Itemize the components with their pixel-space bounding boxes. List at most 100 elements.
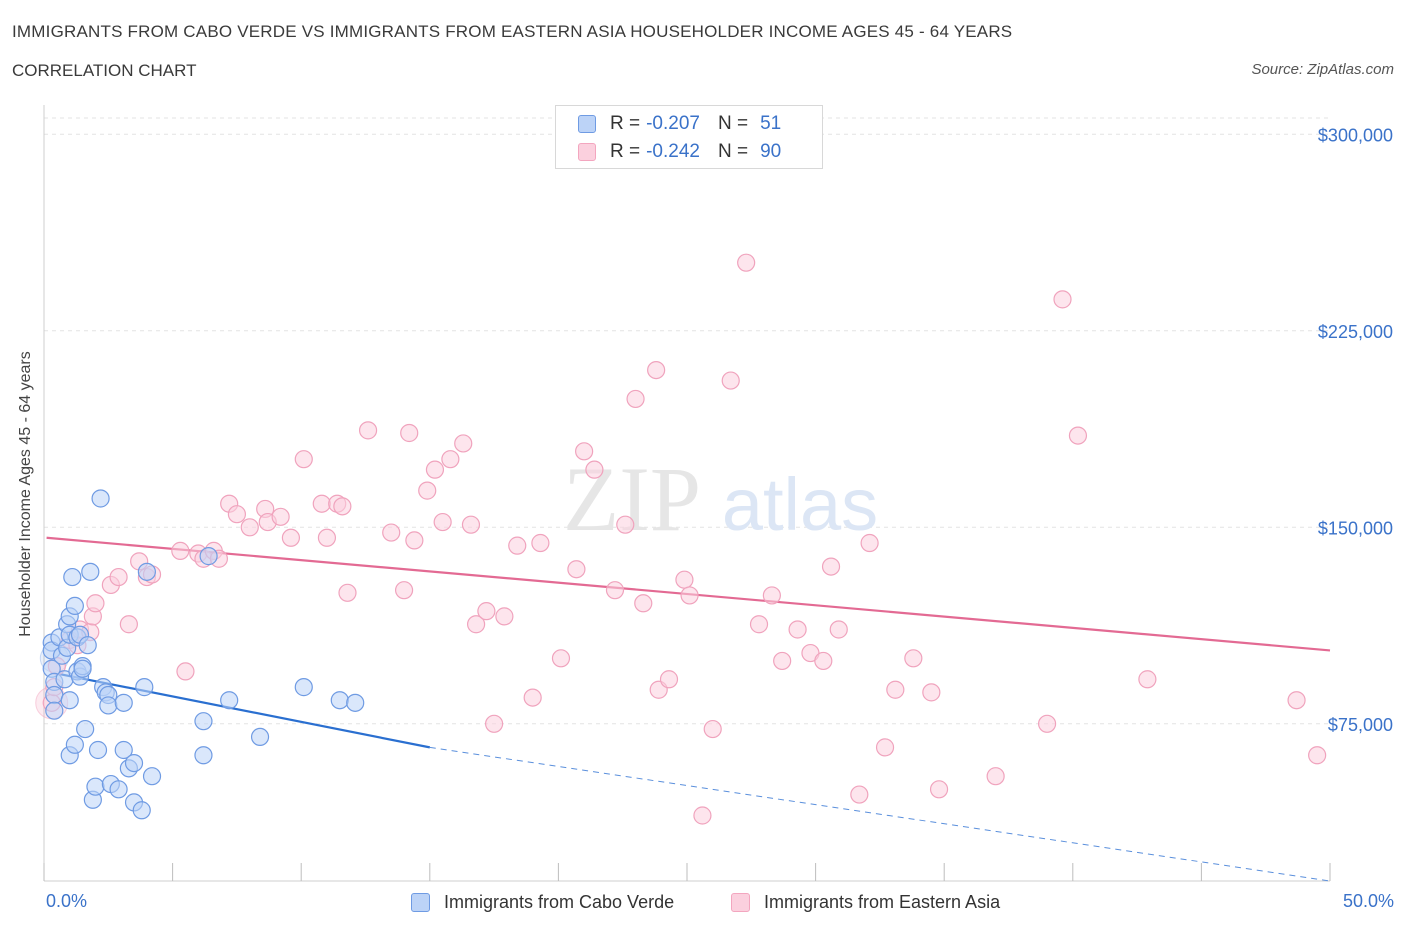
point-eastern-asia (433, 512, 452, 532)
y-tick-label: $225,000 (1318, 322, 1393, 342)
data-points (35, 253, 1327, 825)
point-eastern-asia (605, 581, 625, 600)
point-eastern-asia (531, 533, 550, 553)
point-eastern-asia (616, 515, 635, 534)
legend-swatch-eastern-asia (578, 143, 596, 161)
point-eastern-asia (523, 688, 542, 707)
point-cabo-verde (132, 801, 151, 820)
point-eastern-asia (281, 528, 301, 547)
point-eastern-asia (171, 541, 190, 560)
point-eastern-asia (394, 581, 414, 600)
point-eastern-asia (721, 371, 740, 390)
point-eastern-asia (495, 607, 514, 626)
point-cabo-verde (91, 489, 110, 508)
point-eastern-asia (886, 680, 905, 699)
y-tick-label: $75,000 (1328, 715, 1393, 735)
point-eastern-asia (119, 615, 138, 634)
point-eastern-asia (922, 683, 941, 702)
point-cabo-verde (114, 740, 133, 760)
watermark-zip: ZIP (563, 448, 701, 550)
bottom-legend-label-cabo-verde: Immigrants from Cabo Verde (444, 891, 675, 912)
point-cabo-verde (109, 780, 128, 799)
point-eastern-asia (659, 670, 679, 689)
legend-r-value: -0.242 (646, 141, 700, 162)
legend-swatch-cabo-verde (578, 115, 596, 133)
point-eastern-asia (762, 586, 781, 605)
y-axis-label: Householder Income Ages 45 - 64 years (17, 351, 34, 637)
point-eastern-asia (680, 586, 699, 605)
bottom-legend-label-eastern-asia: Immigrants from Eastern Asia (764, 891, 1001, 912)
point-eastern-asia (929, 780, 949, 799)
trend-line-cabo-verde (59, 672, 431, 749)
point-cabo-verde (45, 701, 64, 720)
point-eastern-asia (317, 528, 337, 547)
point-eastern-asia (1068, 426, 1088, 445)
point-eastern-asia (875, 738, 895, 757)
point-cabo-verde (65, 735, 84, 754)
point-eastern-asia (441, 450, 460, 469)
point-eastern-asia (176, 662, 195, 681)
point-eastern-asia (567, 560, 586, 579)
correlation-legend: R = -0.207 N = 51 R = -0.242 N = 90 (555, 105, 823, 169)
legend-n-value: 90 (760, 141, 782, 162)
point-eastern-asia (647, 361, 666, 380)
legend-r-label: R = (610, 141, 641, 162)
point-cabo-verde (137, 562, 156, 581)
point-eastern-asia (821, 557, 841, 576)
y-tick-labels: $75,000 $150,000 $225,000 $300,000 (1318, 125, 1393, 735)
point-eastern-asia (485, 714, 504, 733)
bottom-legend-cabo-verde: Immigrants from Cabo Verde (411, 889, 674, 915)
point-eastern-asia (703, 719, 722, 739)
point-cabo-verde (99, 696, 118, 715)
bottom-legend-eastern-asia: Immigrants from Eastern Asia (731, 889, 1000, 915)
point-eastern-asia (1037, 714, 1057, 733)
point-cabo-verde (86, 777, 105, 796)
point-eastern-asia (271, 507, 290, 526)
point-cabo-verde (76, 719, 95, 739)
point-eastern-asia (425, 460, 445, 479)
point-eastern-asia (461, 515, 481, 534)
point-eastern-asia (1053, 290, 1072, 309)
point-eastern-asia (466, 615, 486, 634)
point-eastern-asia (1287, 691, 1306, 710)
point-eastern-asia (788, 620, 807, 639)
point-cabo-verde (194, 746, 213, 765)
point-eastern-asia (904, 649, 923, 668)
point-eastern-asia (986, 767, 1005, 786)
point-eastern-asia (109, 567, 128, 587)
point-eastern-asia (1308, 746, 1327, 765)
legend-r-value: -0.207 (646, 113, 700, 134)
point-eastern-asia (312, 494, 331, 513)
source-credit: Source: ZipAtlas.com (1251, 61, 1394, 78)
point-cabo-verde (194, 712, 213, 731)
point-eastern-asia (860, 533, 879, 553)
point-eastern-asia (333, 497, 352, 516)
bottom-legend-swatch-eastern-asia (731, 892, 750, 912)
point-eastern-asia (477, 602, 496, 621)
point-cabo-verde (73, 659, 92, 678)
chart-subtitle: CORRELATION CHART (12, 61, 197, 80)
legend-n-label: N = (717, 113, 749, 134)
point-cabo-verde (220, 691, 239, 710)
point-cabo-verde (88, 740, 108, 760)
point-eastern-asia (814, 651, 833, 671)
legend-n-label: N = (717, 141, 749, 162)
bottom-legend-swatch-cabo-verde (411, 892, 430, 912)
point-eastern-asia (829, 620, 848, 639)
point-cabo-verde (78, 636, 97, 655)
legend-r-label: R = (610, 113, 641, 134)
point-eastern-asia (358, 421, 378, 440)
point-cabo-verde (60, 691, 79, 710)
point-cabo-verde (142, 767, 162, 786)
point-cabo-verde (114, 693, 133, 712)
point-cabo-verde (81, 562, 100, 581)
point-cabo-verde (63, 567, 82, 587)
point-eastern-asia (1138, 670, 1157, 689)
point-cabo-verde (330, 691, 349, 710)
point-eastern-asia (626, 389, 645, 409)
point-eastern-asia (418, 481, 437, 500)
point-eastern-asia (86, 594, 105, 613)
x-tick-label-start: 0.0% (46, 891, 88, 911)
point-eastern-asia (405, 531, 424, 550)
